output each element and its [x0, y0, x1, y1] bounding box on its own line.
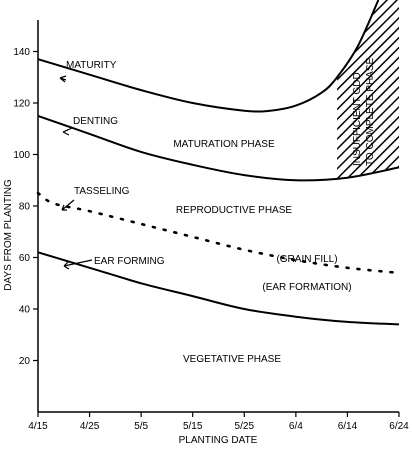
x-tick-label: 6/24	[389, 421, 409, 432]
insufficient-gdd-line-1: INSUFFICIENT GDD	[352, 72, 363, 166]
y-tick-label: 100	[13, 150, 30, 161]
denting-curve	[37, 114, 400, 182]
ear-forming-leader-arrow	[63, 259, 93, 270]
vegetative-phase-label: VEGETATIVE PHASE	[183, 354, 281, 365]
maturation-phase-label: MATURATION PHASE	[173, 139, 275, 150]
y-axis-title: DAYS FROM PLANTING	[3, 179, 14, 291]
ear-forming-label-group: EAR FORMING	[63, 256, 165, 270]
x-tick-label: 4/25	[80, 421, 100, 432]
x-axis-title: PLANTING DATE	[179, 435, 258, 446]
maturity-label-group: MATURITY	[59, 60, 117, 83]
reproductive-phase-label: REPRODUCTIVE PHASE	[176, 205, 292, 216]
ear-forming-curve	[37, 251, 400, 326]
x-tick-label: 5/5	[134, 421, 148, 432]
maturity-leader-arrow	[59, 75, 67, 83]
insufficient-gdd-hatched-region	[337, 0, 399, 179]
tasseling-label-group: TASSELING	[61, 186, 130, 211]
y-tick-label: 40	[19, 305, 31, 316]
y-tick-label: 60	[19, 253, 31, 264]
x-tick-label: 6/14	[338, 421, 358, 432]
maturity-label: MATURITY	[66, 60, 117, 71]
tasseling-leader-arrow	[61, 199, 75, 211]
ear-formation-label: (EAR FORMATION)	[262, 282, 351, 293]
y-tick-label: 140	[13, 47, 30, 58]
grain-fill-label: (GRAIN FILL)	[276, 254, 337, 265]
tasseling-label: TASSELING	[74, 186, 130, 197]
x-tick-label: 5/15	[183, 421, 203, 432]
x-tick-label: 6/4	[289, 421, 303, 432]
denting-label-group: DENTING	[62, 116, 118, 136]
insufficient-gdd-label: INSUFFICIENT GDD TO COMPLETE PHASE	[352, 57, 376, 166]
maturity-curve	[37, 0, 380, 113]
y-tick-label: 120	[13, 99, 30, 110]
insufficient-gdd-line-2: TO COMPLETE PHASE	[365, 57, 376, 166]
x-tick-label: 4/15	[28, 421, 48, 432]
denting-label: DENTING	[73, 116, 118, 127]
y-tick-label: 20	[19, 356, 31, 367]
denting-leader-arrow	[62, 127, 73, 136]
y-tick-label: 80	[19, 202, 31, 213]
ear-forming-label: EAR FORMING	[94, 256, 165, 267]
x-tick-label: 5/25	[235, 421, 255, 432]
